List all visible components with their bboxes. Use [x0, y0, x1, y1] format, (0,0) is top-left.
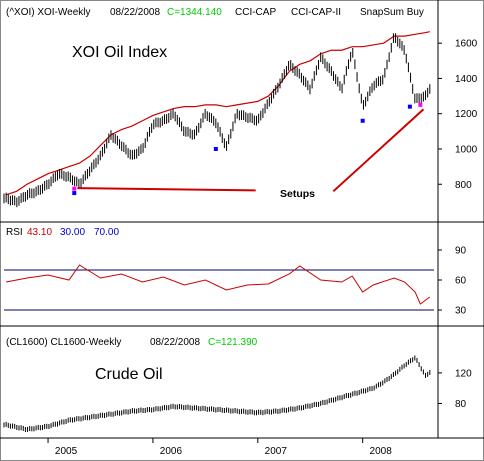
setup-signal-marker — [418, 102, 423, 107]
crude-ytick-label: 120 — [455, 368, 472, 379]
xtick-label: 2005 — [55, 446, 78, 457]
xoi-ytick-label: 800 — [455, 180, 472, 191]
rsi-ytick-label: 90 — [455, 246, 467, 257]
indicator-2-label: CCI-CAP-II — [291, 7, 341, 18]
setups-annotation: Setups — [280, 188, 315, 200]
setup-signal-marker — [72, 186, 77, 191]
bottom-ticker-label: (CL1600) CL1600-Weekly — [6, 337, 121, 348]
buy-signal-marker — [72, 191, 77, 196]
indicator-3-label: SnapSum Buy — [360, 7, 424, 18]
rsi-low-band-value: 30.00 — [60, 227, 85, 238]
bottom-close-label: C=121.390 — [208, 337, 258, 348]
xoi-panel: 800 1000 1200 1400 1600 — [3, 31, 478, 208]
buy-signal-marker — [213, 146, 218, 151]
setup-rising-line — [332, 108, 425, 193]
xtick-label: 2006 — [160, 446, 183, 457]
xoi-ytick-label: 1400 — [455, 74, 478, 85]
top-date-label: 08/22/2008 — [110, 7, 160, 18]
crude-panel: 80 120 — [3, 355, 472, 433]
xoi-ytick-label: 1000 — [455, 144, 478, 155]
buy-signal-marker — [407, 104, 412, 109]
rsi-ytick-label: 60 — [455, 276, 467, 287]
xoi-ytick-label: 1200 — [455, 109, 478, 120]
setup-flat-line — [77, 187, 256, 192]
xoi-ytick-label: 1600 — [455, 39, 478, 50]
xoi-title: XOI Oil Index — [72, 44, 167, 61]
xtick-label: 2007 — [265, 446, 288, 457]
rsi-ytick-label: 30 — [455, 306, 467, 317]
rsi-label: RSI — [6, 227, 23, 238]
x-axis: 2005 2006 2007 2008 — [47, 438, 393, 457]
envelope-line — [5, 31, 430, 196]
rsi-high-band-value: 70.00 — [94, 227, 119, 238]
rsi-line — [6, 264, 431, 305]
bottom-date-label: 08/22/2008 — [150, 337, 200, 348]
crude-ytick-label: 80 — [455, 399, 467, 410]
rsi-panel: 30 60 90 — [4, 246, 467, 317]
indicator-1-label: CCI-CAP — [235, 7, 276, 18]
rsi-value: 43.10 — [27, 227, 52, 238]
buy-signal-marker — [360, 118, 365, 123]
xtick-label: 2008 — [370, 446, 393, 457]
crude-title: Crude Oil — [95, 366, 163, 383]
top-ticker-label: (^XOI) XOI-Weekly — [6, 7, 91, 18]
top-close-label: C=1344.140 — [167, 7, 222, 18]
